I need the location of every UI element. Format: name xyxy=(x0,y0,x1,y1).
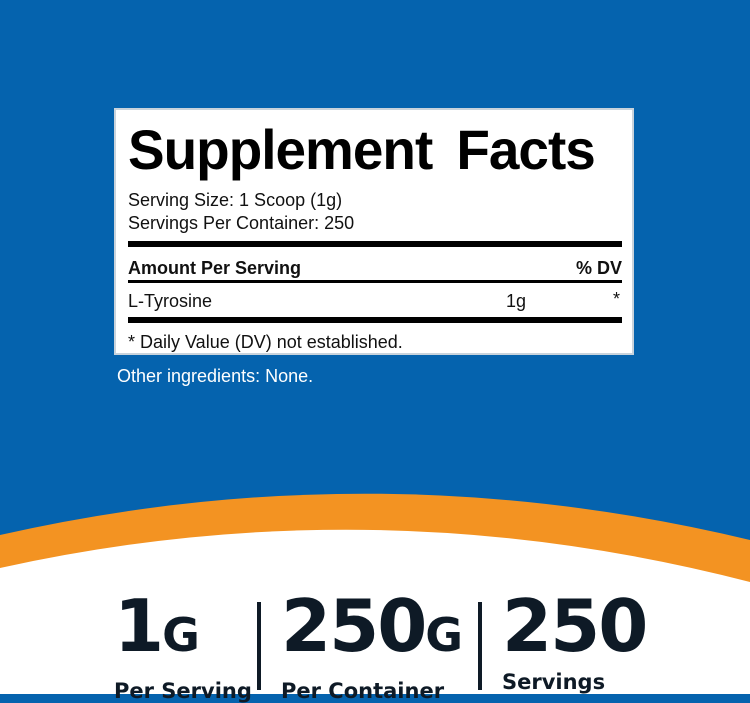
stat-caption: Per Serving xyxy=(114,679,252,703)
nutrient-name: L-Tyrosine xyxy=(128,291,213,311)
servings-per-container: Servings Per Container: 250 xyxy=(128,213,355,233)
stat-value: 250 xyxy=(502,584,648,668)
white-area xyxy=(0,529,750,694)
stat-servings: 250 Servings xyxy=(502,590,648,694)
footnote: * Daily Value (DV) not established. xyxy=(128,332,403,352)
stat-value: 250 xyxy=(281,584,427,668)
divider-thin xyxy=(128,280,622,283)
header-dv: % DV xyxy=(575,258,622,278)
nutrient-dv: * xyxy=(612,289,620,309)
header-amount: Amount Per Serving xyxy=(128,258,302,278)
nutrient-amount: 1g xyxy=(506,291,527,311)
stat-per-serving: 1G Per Serving xyxy=(114,590,252,703)
divider-thick xyxy=(128,317,622,323)
stat-caption: Per Container xyxy=(281,679,445,703)
stat-unit: G xyxy=(162,608,200,662)
stat-per-container: 250G Per Container xyxy=(281,590,463,703)
other-ingredients: Other ingredients: None. xyxy=(117,366,314,386)
stat-value: 1 xyxy=(114,584,164,668)
divider-thick xyxy=(128,241,622,247)
stat-divider xyxy=(478,602,482,690)
stat-caption: Servings xyxy=(502,670,606,694)
serving-size: Serving Size: 1 Scoop (1g) xyxy=(128,190,343,210)
stat-unit: G xyxy=(425,608,464,662)
supplement-facts-label: Supplement Facts Serving Size: 1 Scoop (… xyxy=(114,108,634,355)
label-title: Supplement Facts xyxy=(128,118,596,181)
stat-divider xyxy=(257,602,261,690)
